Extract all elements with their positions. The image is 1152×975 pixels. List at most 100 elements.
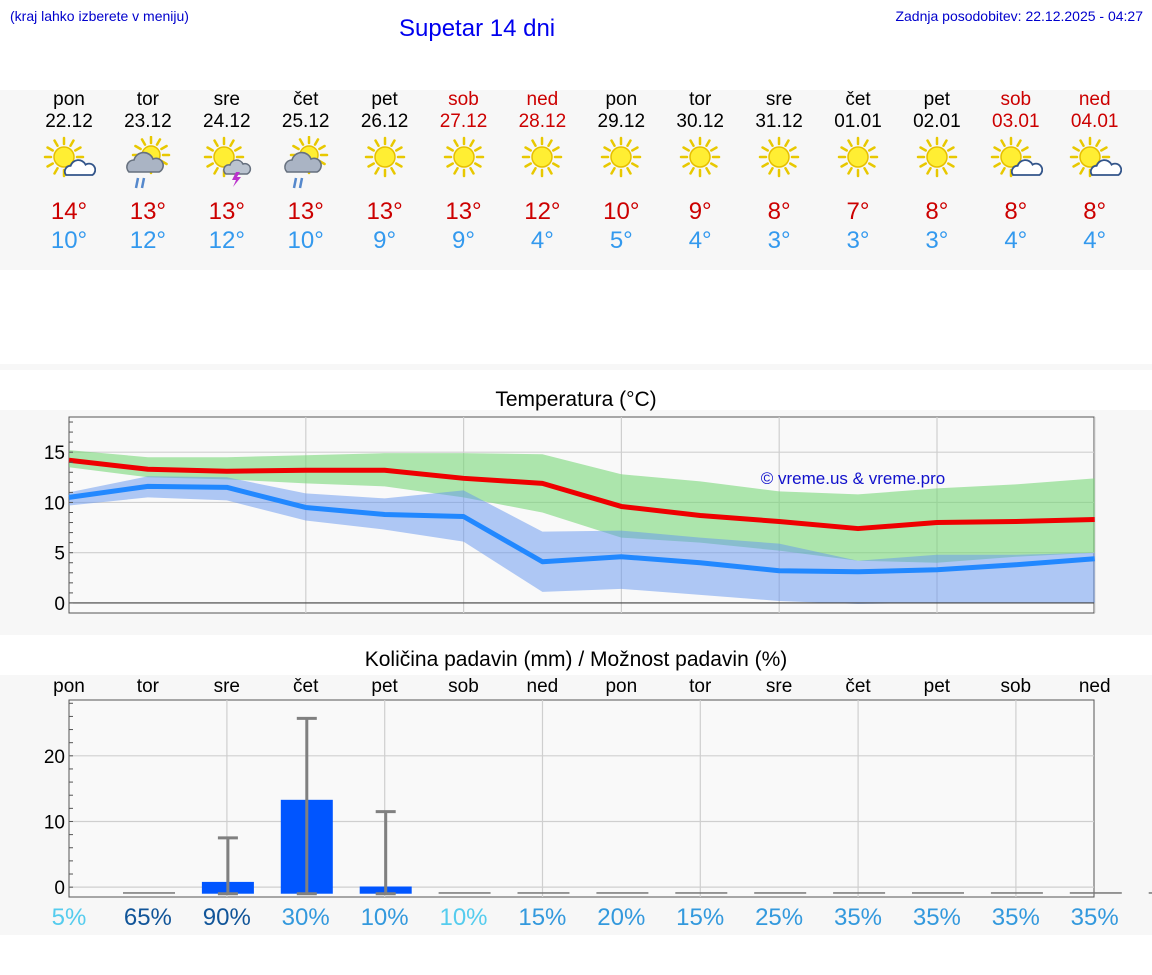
day-name: ned	[526, 89, 559, 110]
day-date: 22.12	[45, 111, 93, 132]
day-name: čet	[293, 89, 319, 110]
min-temperature: 4°	[1004, 227, 1028, 254]
day-date: 28.12	[518, 111, 567, 132]
max-temperature: 13°	[445, 198, 482, 225]
precip-bar	[754, 892, 807, 894]
day-name: pon	[53, 89, 85, 110]
precip-bar	[438, 892, 491, 894]
day-name: sob	[448, 89, 479, 110]
min-temperature: 9°	[452, 227, 475, 254]
max-temperature: 8°	[1004, 198, 1028, 225]
page-title: Supetar 14 dni	[399, 15, 556, 42]
min-temperature: 3°	[767, 227, 791, 254]
max-temperature: 8°	[925, 198, 949, 225]
min-temperature-line	[68, 483, 1095, 575]
max-temperature: 8°	[1083, 198, 1107, 225]
precip-probability: 25%	[755, 904, 804, 931]
day-date: 23.12	[124, 111, 172, 132]
day-name: sob	[1000, 89, 1032, 110]
day-name: ned	[1078, 89, 1111, 110]
last-update: Zadnja posodobitev: 22.12.2025 - 04:27	[895, 8, 1143, 24]
precip-bar	[596, 892, 649, 894]
temp-y-tick-label: 15	[44, 443, 65, 464]
precip-bar	[833, 892, 886, 894]
day-date: 01.01	[834, 111, 882, 132]
forecast-strip	[0, 90, 1152, 270]
rain-cloud-sun-icon	[279, 135, 333, 201]
sun-cloud-icon	[42, 136, 97, 201]
precip-day-label: sob	[448, 676, 479, 697]
precip-probability: 15%	[518, 904, 567, 931]
precip-probability: 10%	[360, 904, 409, 931]
day-date: 30.12	[676, 111, 724, 132]
precip-bar	[990, 892, 1043, 894]
precip-probability: 5%	[51, 904, 87, 931]
precip-bar	[912, 892, 964, 894]
day-name: pet	[371, 89, 398, 110]
precip-day-label: sob	[1000, 676, 1032, 697]
precip-day-label: tor	[136, 676, 159, 697]
day-name: sre	[765, 89, 793, 110]
min-temperature: 10°	[287, 227, 324, 254]
precip-day-label: čet	[845, 676, 871, 697]
max-temperature-range-band	[69, 450, 1095, 563]
precip-probability: 35%	[833, 904, 883, 931]
min-temperature: 12°	[208, 227, 245, 254]
min-temperature: 4°	[1083, 227, 1107, 254]
day-date: 25.12	[281, 111, 330, 132]
precip-day-label: sre	[765, 676, 793, 697]
temp-y-tick-label: 10	[44, 493, 65, 514]
day-date: 03.01	[992, 111, 1040, 132]
precip-day-label: tor	[689, 676, 712, 697]
max-temperature: 8°	[767, 198, 791, 225]
max-temperature: 10°	[603, 198, 640, 225]
precip-probability: 65%	[123, 904, 172, 931]
max-temperature: 13°	[129, 198, 167, 225]
temperature-chart-title: Temperatura (°C)	[495, 388, 657, 411]
max-temperature: 14°	[50, 198, 88, 225]
sun-icon	[673, 136, 727, 201]
precip-probability: 35%	[1070, 904, 1119, 931]
max-temperature: 13°	[366, 198, 403, 225]
max-temperature: 13°	[208, 198, 245, 225]
sun-icon	[752, 136, 806, 201]
day-name: pon	[605, 89, 638, 110]
precip-probability: 35%	[912, 904, 961, 931]
day-name: tor	[689, 89, 712, 110]
sun-icon	[910, 136, 964, 201]
sun-icon	[515, 136, 569, 201]
precip-y-tick-label: 10	[44, 812, 65, 833]
precip-probability: 90%	[202, 904, 251, 931]
day-name: čet	[845, 89, 871, 110]
min-temperature: 4°	[530, 227, 554, 254]
min-temperature: 12°	[129, 227, 167, 254]
min-temperature: 4°	[688, 227, 712, 254]
day-date: 26.12	[360, 111, 409, 132]
sun-cloud-icon	[1068, 136, 1122, 201]
location-menu-hint[interactable]: (kraj lahko izberete v meniju)	[10, 8, 189, 24]
sun-icon	[831, 136, 885, 201]
precip-day-label: ned	[526, 676, 559, 697]
precip-day-label: pon	[605, 676, 638, 697]
rain-cloud-sun-icon	[121, 135, 175, 201]
precip-probability: 10%	[439, 904, 488, 931]
day-date: 29.12	[597, 111, 646, 132]
day-date: 27.12	[439, 111, 488, 132]
sun-cloud-icon	[989, 136, 1043, 201]
min-temperature: 5°	[609, 227, 633, 254]
day-name: pet	[923, 89, 951, 110]
max-temperature-line	[68, 457, 1095, 532]
day-name: tor	[136, 89, 159, 110]
max-temperature: 12°	[524, 198, 561, 225]
precip-day-label: ned	[1078, 676, 1111, 697]
precip-y-tick-label: 20	[44, 747, 65, 768]
copyright-watermark: © vreme.us & vreme.pro	[761, 469, 945, 488]
sun-icon	[594, 136, 648, 201]
min-temperature: 3°	[925, 227, 949, 254]
precip-y-tick-label: 0	[54, 878, 65, 899]
sun-icon	[358, 136, 412, 201]
precip-probability: 20%	[597, 904, 646, 931]
precip-bar	[675, 892, 728, 894]
precip-plot-area	[68, 699, 1095, 898]
precip-probability: 30%	[281, 904, 330, 931]
